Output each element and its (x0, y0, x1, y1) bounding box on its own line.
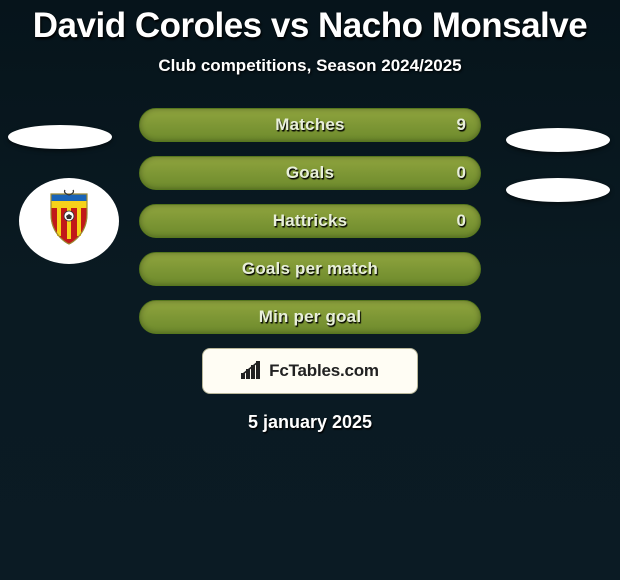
fctables-logo-text: FcTables.com (269, 361, 379, 381)
club-badge (19, 178, 119, 264)
generated-date: 5 january 2025 (0, 412, 620, 433)
stat-value: 9 (457, 115, 466, 135)
player-right-placeholder-2 (506, 178, 610, 202)
bars-icon (241, 361, 263, 381)
stat-row-goals: Goals 0 (139, 156, 481, 190)
stat-label: Hattricks (273, 211, 348, 231)
stat-row-hattricks: Hattricks 0 (139, 204, 481, 238)
comparison-card: David Coroles vs Nacho Monsalve Club com… (0, 0, 620, 580)
stat-row-matches: Matches 9 (139, 108, 481, 142)
stat-label: Matches (275, 115, 344, 135)
stat-value: 0 (457, 211, 466, 231)
stat-row-min-per-goal: Min per goal (139, 300, 481, 334)
page-title: David Coroles vs Nacho Monsalve (0, 0, 620, 46)
player-left-placeholder (8, 125, 112, 149)
stat-label: Goals per match (242, 259, 378, 279)
stat-label: Goals (286, 163, 334, 183)
stat-row-goals-per-match: Goals per match (139, 252, 481, 286)
page-subtitle: Club competitions, Season 2024/2025 (0, 56, 620, 76)
fctables-logo-box: FcTables.com (202, 348, 418, 394)
stat-value: 0 (457, 163, 466, 183)
player-right-placeholder (506, 128, 610, 152)
stat-label: Min per goal (259, 307, 362, 327)
